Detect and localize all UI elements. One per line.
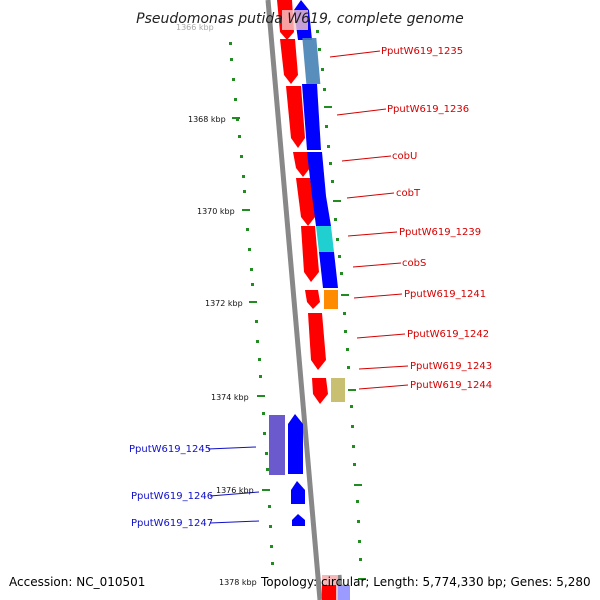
gene-label[interactable]: cobU: [392, 151, 417, 162]
gene-block-orange[interactable]: [324, 290, 338, 309]
accession-text: Accession: NC_010501: [9, 575, 145, 589]
gene-arrow-red-9[interactable]: [312, 378, 328, 404]
scale-label-1372: 1372 kbp: [205, 299, 243, 308]
gene-label[interactable]: PputW619_1241: [404, 289, 486, 300]
gene-label[interactable]: PputW619_1239: [399, 227, 481, 238]
gene-arrow-left-1[interactable]: [288, 414, 303, 474]
gene-arrow-red-8[interactable]: [308, 313, 326, 370]
gene-arrow-left-3[interactable]: [292, 514, 305, 526]
gene-block-cyan[interactable]: [316, 226, 334, 252]
genome-backbone: [265, 0, 323, 600]
gene-label[interactable]: PputW619_1236: [387, 104, 469, 115]
scale-label-1378: 1378 kbp: [219, 578, 257, 587]
gene-block-blue-3[interactable]: [307, 152, 326, 196]
genome-title: Pseudomonas putida W619, complete genome: [136, 11, 464, 27]
scale-label-1374: 1374 kbp: [211, 393, 249, 402]
right-dot-track: [316, 30, 362, 561]
gene-block-blue-5[interactable]: [319, 252, 338, 288]
gene-block-blue-4[interactable]: [312, 196, 331, 226]
gene-arrow-red-4[interactable]: [293, 152, 310, 177]
gene-label[interactable]: PputW619_1246: [131, 491, 213, 502]
gene-block-blue-bottom[interactable]: [338, 585, 350, 600]
scale-label-1368: 1368 kbp: [188, 115, 226, 124]
gene-arrow-red-2[interactable]: [280, 39, 298, 84]
right-leader-lines: [329, 50, 409, 390]
scale-label-1376: 1376 kbp: [216, 486, 254, 495]
gene-label[interactable]: PputW619_1242: [407, 329, 489, 340]
title-highlight: [282, 10, 308, 30]
gene-block-blue-2[interactable]: [302, 84, 321, 150]
gene-label[interactable]: PputW619_1245: [129, 444, 211, 455]
scale-label-1370: 1370 kbp: [197, 207, 235, 216]
topology-text: Topology: circular; Length: 5,774,330 bp…: [260, 575, 591, 589]
left-leader-lines: [207, 446, 260, 524]
left-dot-track: [229, 42, 274, 565]
gene-arrow-red-5[interactable]: [296, 178, 315, 226]
gene-block-red-bottom[interactable]: [322, 585, 336, 600]
gene-label[interactable]: cobT: [396, 188, 421, 199]
gene-label[interactable]: PputW619_1244: [410, 380, 492, 391]
scale-label-1366: 1366 kbp: [176, 23, 214, 32]
gene-arrow-red-3[interactable]: [286, 86, 305, 148]
gene-label[interactable]: cobS: [402, 258, 426, 269]
reverse-strand-genes: [294, 0, 345, 402]
gene-arrow-red-7[interactable]: [305, 290, 320, 309]
gene-arrow-red-6[interactable]: [301, 226, 319, 282]
gene-block-olive[interactable]: [331, 378, 345, 402]
gene-label[interactable]: PputW619_1247: [131, 518, 213, 529]
left-major-ticks: [232, 117, 270, 491]
gene-label[interactable]: PputW619_1235: [381, 46, 463, 57]
left-side-genes: [269, 414, 305, 526]
gene-label[interactable]: PputW619_1243: [410, 361, 492, 372]
gene-block-steel[interactable]: [302, 38, 321, 84]
right-major-ticks: [324, 106, 366, 580]
gene-block-purple[interactable]: [269, 415, 285, 475]
gene-arrow-left-2[interactable]: [291, 481, 305, 504]
